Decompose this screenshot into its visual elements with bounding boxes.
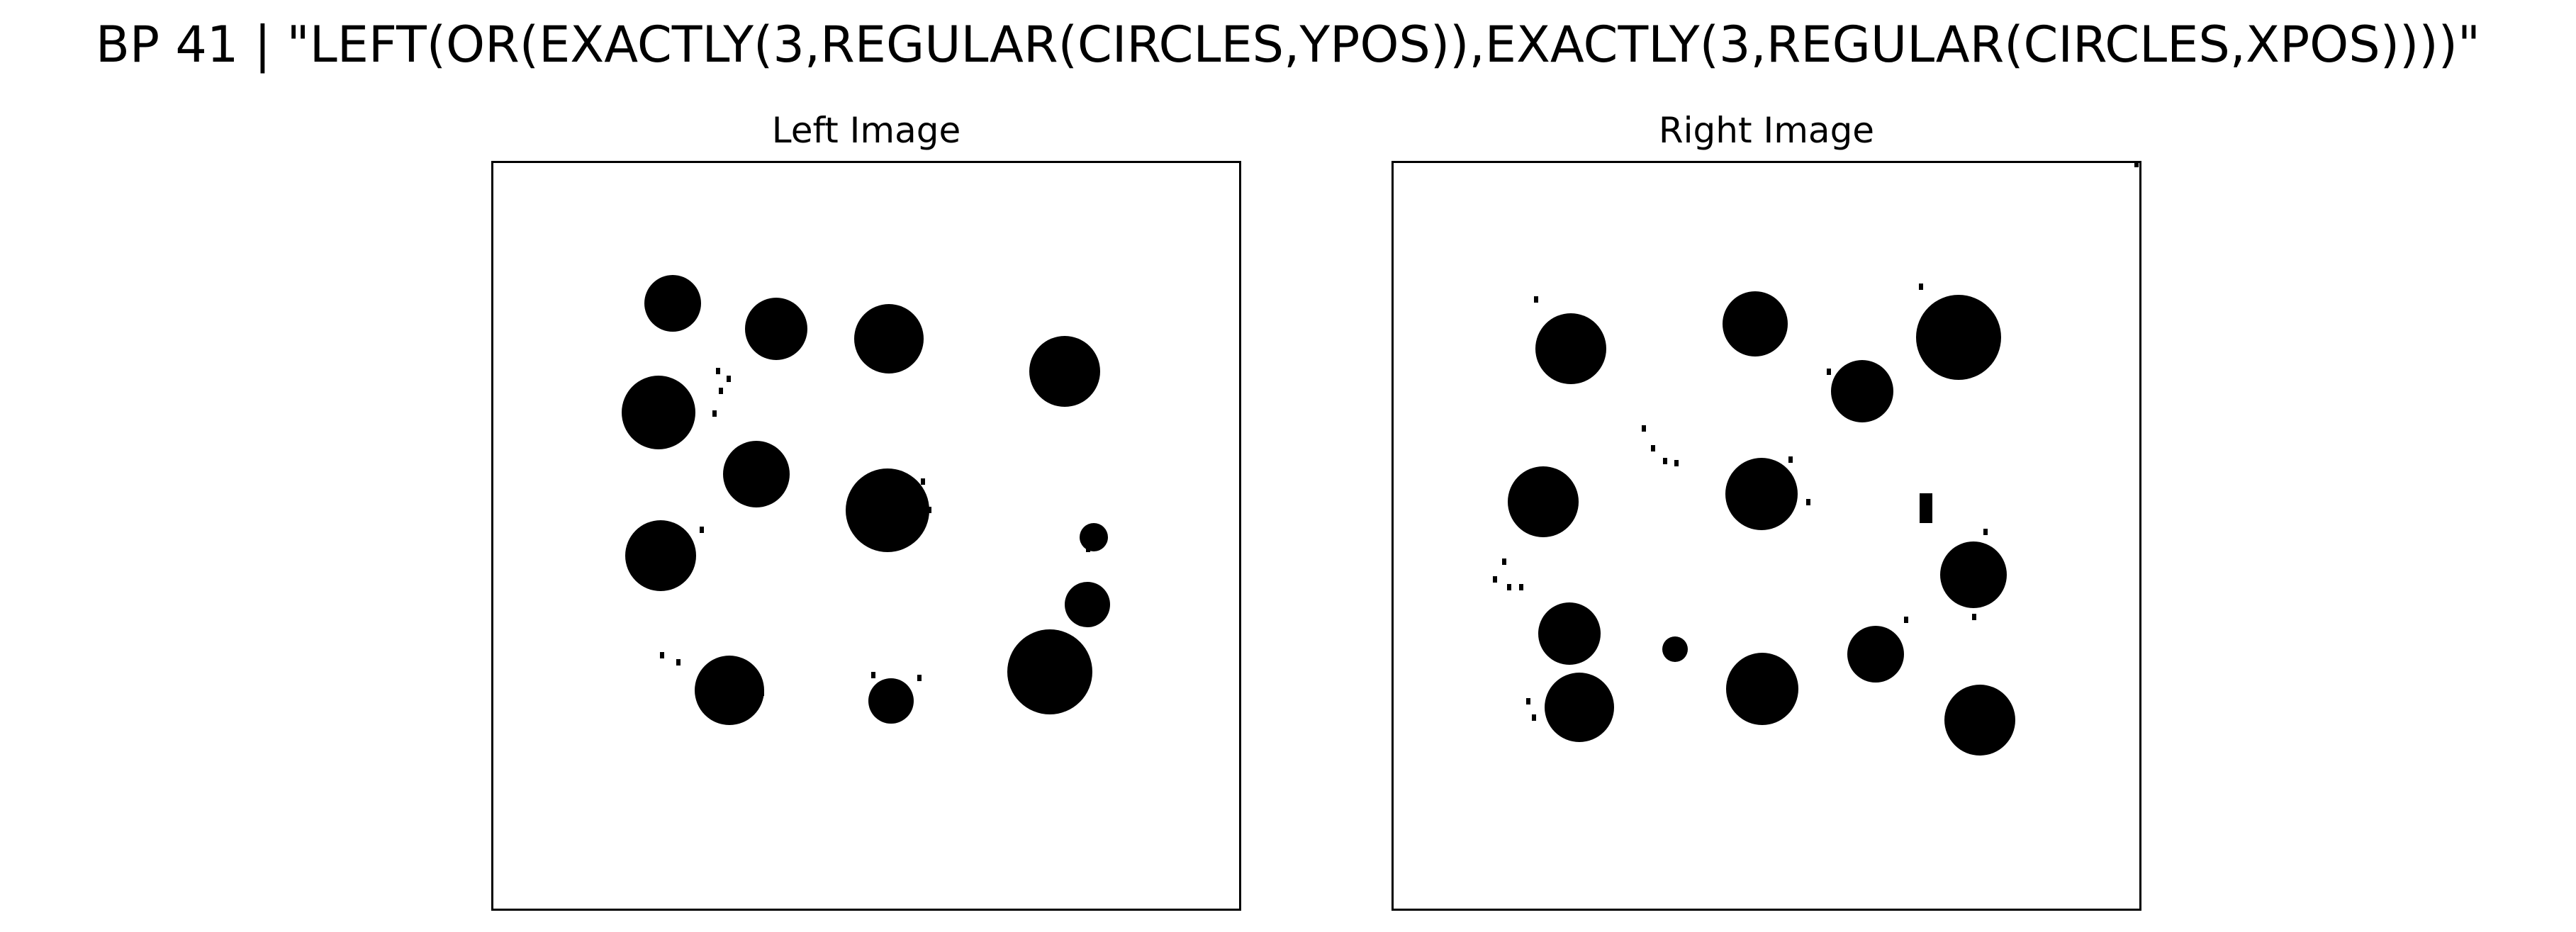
left-image-canvas xyxy=(622,275,1110,725)
left-speck xyxy=(700,527,704,533)
right-speck xyxy=(1502,558,1506,565)
right-blob xyxy=(1538,602,1601,665)
right-speck xyxy=(1674,460,1679,466)
right-speck xyxy=(1526,698,1530,704)
right-speck xyxy=(1642,425,1646,432)
left-blob-group xyxy=(622,275,1110,725)
left-speck xyxy=(727,376,731,382)
right-blob-group xyxy=(1493,163,2139,756)
left-blob xyxy=(745,298,807,360)
left-speck xyxy=(1086,546,1090,552)
right-blob xyxy=(1940,541,2007,608)
left-blob xyxy=(1080,523,1108,551)
left-speck xyxy=(719,388,723,394)
right-blob xyxy=(1916,295,2001,380)
right-blob xyxy=(1725,458,1798,530)
left-speck xyxy=(676,287,681,293)
left-blob xyxy=(723,441,790,507)
left-speck xyxy=(921,478,925,485)
left-speck xyxy=(871,672,875,678)
right-panel-title: Right Image xyxy=(1658,110,1875,151)
right-speck xyxy=(1651,445,1655,451)
left-speck xyxy=(1101,605,1105,612)
left-speck xyxy=(716,368,720,374)
right-speck xyxy=(1827,369,1831,375)
left-blob xyxy=(868,678,914,724)
right-speck xyxy=(1493,576,1497,583)
right-blob xyxy=(1535,313,1606,384)
right-blob xyxy=(1508,466,1579,537)
left-speck xyxy=(712,410,717,417)
left-blob xyxy=(622,376,695,449)
right-speck xyxy=(1507,584,1511,590)
right-speck xyxy=(1519,584,1523,590)
left-speck xyxy=(760,690,764,696)
left-blob xyxy=(1007,629,1092,714)
left-blob xyxy=(846,468,929,552)
right-blob xyxy=(1726,653,1798,725)
right-speck xyxy=(1919,283,1923,290)
right-image-panel xyxy=(1391,161,2141,911)
left-speck xyxy=(927,507,931,513)
right-blob xyxy=(1831,360,1893,422)
right-blob xyxy=(1662,636,1688,662)
right-speck xyxy=(1788,456,1793,463)
left-blob xyxy=(1065,582,1110,627)
left-panel-title: Left Image xyxy=(771,110,961,151)
left-blob xyxy=(695,656,764,725)
right-blob xyxy=(1545,673,1614,742)
left-blob xyxy=(854,304,924,374)
right-blob xyxy=(1944,685,2015,756)
left-speck xyxy=(676,659,681,666)
right-speck xyxy=(2134,163,2139,167)
left-speck xyxy=(672,306,676,313)
right-speck xyxy=(1983,529,1988,535)
right-speck xyxy=(1534,296,1538,303)
right-speck xyxy=(1904,617,1908,623)
right-image-canvas xyxy=(1493,163,2139,756)
left-speck xyxy=(1097,532,1102,538)
right-blob xyxy=(1723,291,1788,356)
right-blob xyxy=(1847,626,1904,683)
left-image-panel xyxy=(491,161,1241,911)
left-speck xyxy=(910,322,914,329)
right-speck xyxy=(1532,714,1536,721)
right-speck xyxy=(1663,458,1667,464)
left-blob xyxy=(625,520,696,591)
left-speck xyxy=(660,652,664,658)
right-blob xyxy=(1920,493,1932,523)
figure-title: BP 41 | "LEFT(OR(EXACTLY(3,REGULAR(CIRCL… xyxy=(95,16,2481,74)
right-speck xyxy=(1972,614,1976,620)
left-speck xyxy=(917,675,922,681)
left-blob xyxy=(644,275,701,332)
right-speck xyxy=(1806,499,1810,505)
left-blob xyxy=(1029,336,1100,407)
